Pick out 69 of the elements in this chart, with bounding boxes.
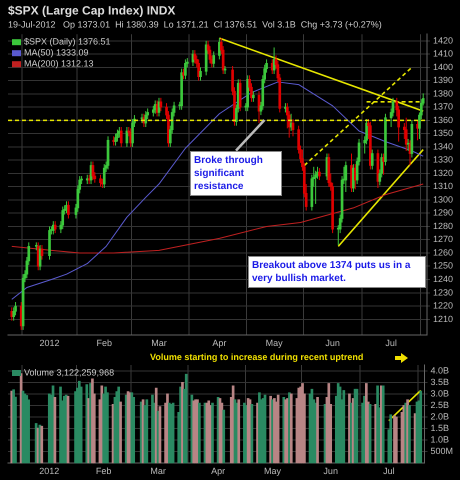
bar [222,410,226,464]
x-tick-label: May [266,338,284,348]
y-tick-label: 1370 [432,102,454,112]
y-tick-label: 1290 [432,208,454,218]
legend-label: $SPX (Daily) 1376.51 [24,36,111,47]
x-tick-label: Mar [150,466,166,476]
bar [276,394,280,464]
y-tick-label: 1310 [432,181,454,192]
legend-label: MA(50) 1333.09 [24,48,89,58]
y-tick-label: 3.0B [430,388,449,398]
y-tick-label: 1420 [432,35,454,46]
x-tick-label: Jun [325,338,340,348]
y-tick-label: 3.5B [430,376,449,387]
bar [54,397,56,464]
y-tick-label: 1250 [432,260,454,271]
x-tick-label: Jul [385,338,397,348]
y-tick-label: 1350 [432,128,454,138]
legend-label: Volume 3,122,259,968 [24,367,114,378]
x-tick-label: 2012 [39,466,60,476]
y-tick-label: 1330 [432,154,454,165]
legend-label: MA(200) 1312.13 [24,58,94,69]
x-tick-label: Jun [323,466,338,476]
y-tick-label: 1270 [432,234,454,244]
y-tick-label: 1280 [432,220,454,231]
x-tick-label: Feb [96,338,112,348]
y-tick-label: 1.5B [430,423,449,434]
bar [119,402,122,464]
chart-title: $SPX (Large Cap Index) INDX [8,4,176,18]
y-tick-label: 2.0B [430,411,449,422]
y-tick-label: 1300 [432,194,454,204]
bar [408,405,411,464]
bar [211,402,214,464]
annotation: Broke through significant resistance [190,151,282,196]
y-tick-label: 1390 [432,75,454,86]
text: Volume starting to increase during recent uptrend [150,352,364,363]
y-tick-label: 1240 [432,274,454,284]
bar [250,404,254,464]
x-tick-label: Jul [383,466,395,476]
y-tick-label: 1380 [432,88,454,98]
chart-subtitle: 19-Jul-2012 Op 1373.01 Hi 1380.39 Lo 1371.21 Cl 1376.51 Vol 3.1B Chg +3.73 (+0.27%) [8,19,382,30]
y-tick-label: 1400 [432,62,454,72]
annotation: Breakout above 1374 puts us in a very bullish market. [248,256,426,288]
y-tick-label: 1230 [432,287,454,298]
y-tick-label: 1410 [432,48,454,59]
bar [184,374,188,464]
x-tick-label: Apr [211,466,226,476]
bar [389,414,392,464]
bar [237,399,240,464]
y-tick-label: 1360 [432,114,454,125]
y-tick-label: 500M [430,446,453,456]
y-tick-label: 1320 [432,168,454,178]
x-tick-label: Mar [151,338,167,348]
x-tick-label: May [264,466,282,476]
bar [146,399,148,464]
bar [342,390,346,464]
x-tick-label: 2012 [40,338,60,348]
x-tick-label: Apr [212,338,226,348]
y-tick-label: 2.5B [430,400,449,410]
bar [419,390,422,464]
y-tick-label: 4.0B [430,365,449,376]
y-tick-label: 1260 [432,247,454,258]
bar [264,394,266,464]
y-tick-label: 1220 [432,300,454,311]
x-tick-label: Feb [96,466,112,476]
y-tick-label: 1340 [432,141,454,152]
bar [198,402,201,464]
y-tick-label: 1.0B [430,434,449,445]
bar [316,397,319,464]
y-tick-label: 1210 [432,314,454,324]
